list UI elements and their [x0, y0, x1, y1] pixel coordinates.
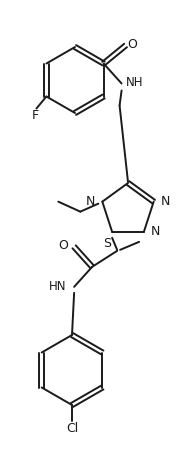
Text: O: O [58, 239, 68, 252]
Text: N: N [151, 225, 160, 238]
Text: HN: HN [49, 280, 66, 294]
Text: N: N [86, 195, 95, 208]
Text: F: F [32, 109, 39, 122]
Text: NH: NH [126, 76, 143, 89]
Text: N: N [161, 195, 170, 208]
Text: S: S [103, 238, 111, 250]
Text: O: O [128, 38, 138, 51]
Text: Cl: Cl [66, 423, 78, 436]
